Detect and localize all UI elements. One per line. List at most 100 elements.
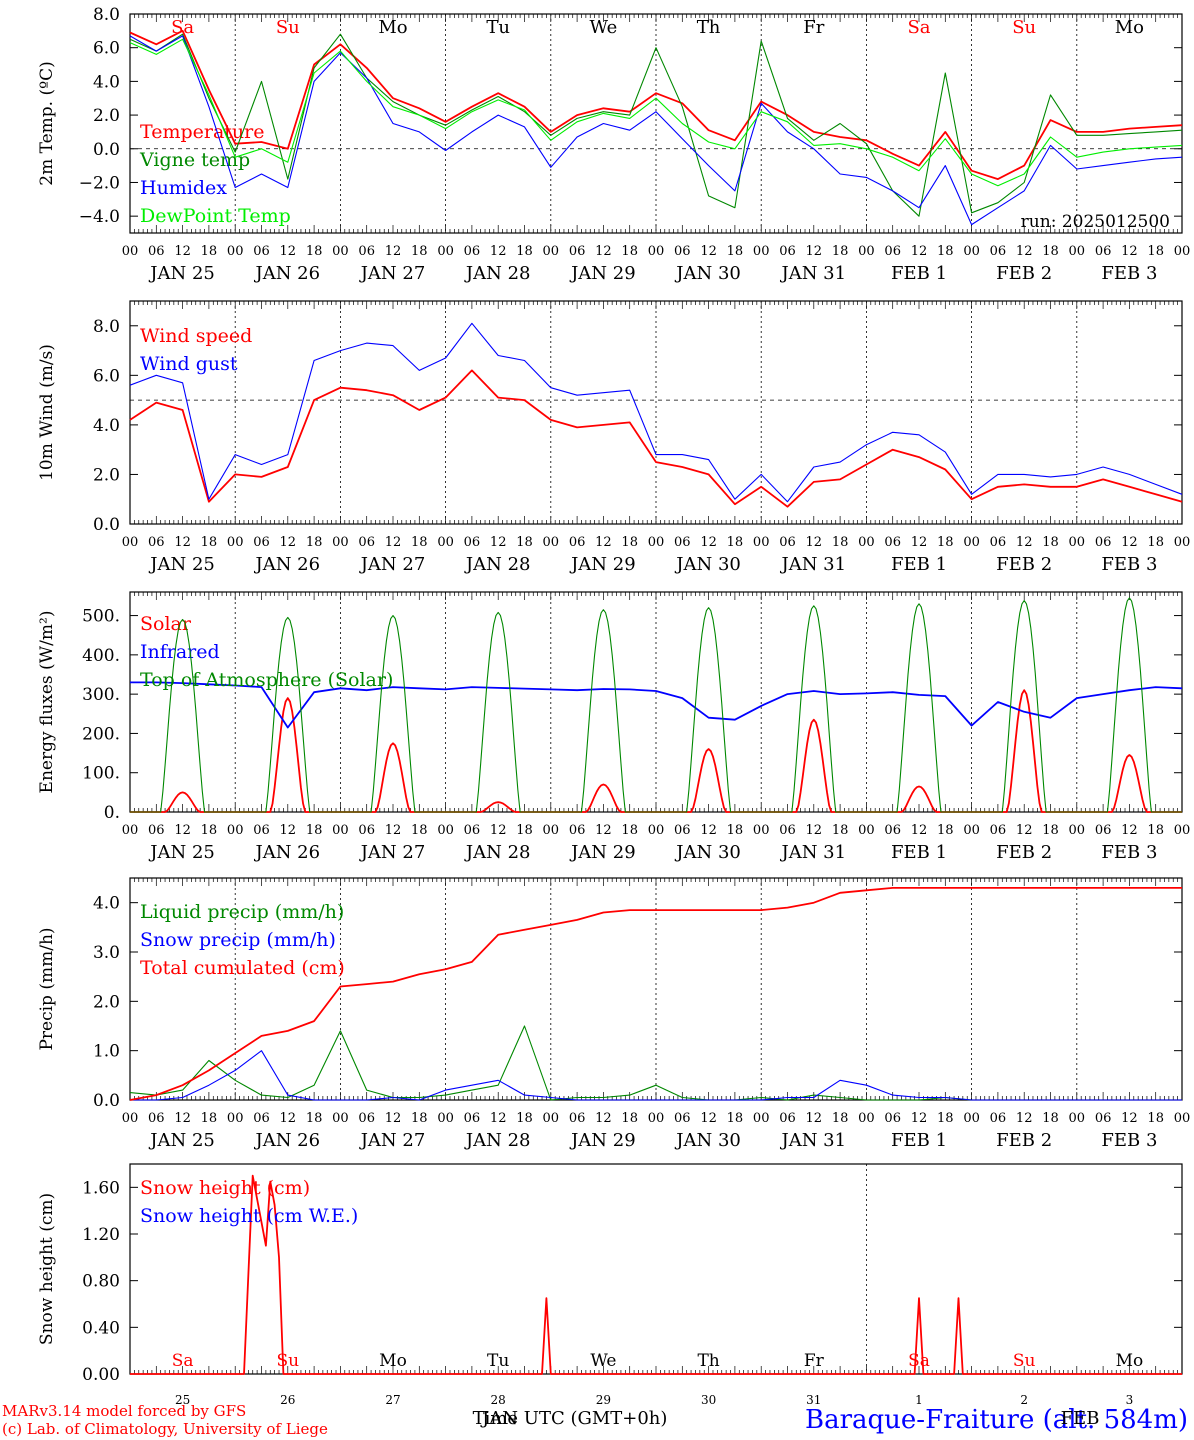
hour-label: 12 <box>280 1111 297 1126</box>
hour-label: 00 <box>858 244 875 259</box>
legend-entry: Snow height (cm W.E.) <box>140 1205 358 1227</box>
hour-label: 12 <box>806 1111 823 1126</box>
hour-label: 12 <box>385 535 402 550</box>
weekday-label: Su <box>276 17 300 38</box>
panels: 8.0 6.0 4.0 2.0 0.0 −2.0 −4.0 2m Temp. (ºC) 00 06… <box>37 5 1190 1407</box>
y-tick-label: 0.0 <box>93 140 120 160</box>
hour-label: 18 <box>1042 244 1059 259</box>
hour-label: 18 <box>411 244 428 259</box>
legend-entry: Infrared <box>140 641 220 663</box>
hour-label: 12 <box>490 244 507 259</box>
weekday-label: Th <box>697 1351 719 1371</box>
hour-label: 06 <box>253 823 270 838</box>
hour-label: 00 <box>437 244 454 259</box>
y-tick-label: 100. <box>82 764 120 784</box>
hour-label: 18 <box>201 823 218 838</box>
hour-label: 00 <box>332 823 349 838</box>
weekday-label: Mo <box>379 1351 407 1371</box>
date-label: FEB 1 <box>891 263 947 284</box>
hour-label: 00 <box>753 244 770 259</box>
hour-label: 06 <box>674 535 691 550</box>
hour-label: 00 <box>227 535 244 550</box>
y-tick-label: 2.0 <box>93 106 120 126</box>
hour-label: 06 <box>464 244 481 259</box>
y-axis-label: Energy fluxes (W/m²) <box>37 611 57 794</box>
date-label: JAN 30 <box>674 263 741 284</box>
panel-4: 4.0 3.0 2.0 1.0 0.0 Precip (mm/h) 00 06 12 18 00 06… <box>37 877 1190 1151</box>
hour-label: 00 <box>122 1111 139 1126</box>
hour-label: 00 <box>332 535 349 550</box>
day-number-label: 30 <box>701 1393 716 1407</box>
hour-label: 06 <box>884 535 901 550</box>
date-label: JAN 30 <box>674 842 741 863</box>
date-label: JAN 26 <box>254 1130 321 1151</box>
weekday-label: We <box>590 17 618 38</box>
day-number-label: 29 <box>596 1393 611 1407</box>
hour-label: 12 <box>595 1111 612 1126</box>
date-label: FEB 1 <box>891 842 947 863</box>
hour-label: 12 <box>1016 244 1033 259</box>
weekday-label: Mo <box>378 17 407 38</box>
y-axis-label: Snow height (cm) <box>37 1193 57 1345</box>
day-number-label: 31 <box>806 1393 821 1407</box>
y-tick-label: 6.0 <box>93 39 120 59</box>
legend-entry: Solar <box>140 613 192 635</box>
hour-label: 12 <box>1121 1111 1138 1126</box>
hour-label: 18 <box>516 823 533 838</box>
hour-label: 00 <box>543 823 560 838</box>
date-label: JAN 28 <box>464 1130 531 1151</box>
date-label: JAN 27 <box>359 263 426 284</box>
series-line-snow-height-cm <box>130 1174 1182 1375</box>
legend-entry: Vigne temp <box>139 149 250 171</box>
hour-label: 18 <box>411 535 428 550</box>
date-label: JAN 30 <box>674 554 741 575</box>
hour-label: 00 <box>437 1111 454 1126</box>
y-tick-label: 0.00 <box>82 1365 120 1385</box>
hour-label: 06 <box>358 823 375 838</box>
hour-label: 00 <box>753 823 770 838</box>
hour-label: 06 <box>569 1111 586 1126</box>
hour-label: 06 <box>358 244 375 259</box>
hour-label: 06 <box>674 1111 691 1126</box>
date-label: JAN 28 <box>464 842 531 863</box>
hour-label: 12 <box>174 823 191 838</box>
hour-label: 06 <box>779 1111 796 1126</box>
hour-label: 18 <box>937 823 954 838</box>
hour-label: 12 <box>700 244 717 259</box>
date-label: JAN 27 <box>359 554 426 575</box>
hour-label: 12 <box>174 1111 191 1126</box>
hour-label: 00 <box>543 1111 560 1126</box>
hour-label: 12 <box>911 244 928 259</box>
date-label: JAN 29 <box>569 554 636 575</box>
y-axis-label: 2m Temp. (ºC) <box>37 61 57 186</box>
weekday-label: Su <box>276 1351 299 1371</box>
legend-entry: Liquid precip (mm/h) <box>140 901 344 923</box>
hour-label: 00 <box>753 535 770 550</box>
hour-label: 12 <box>1016 823 1033 838</box>
hour-label: 12 <box>1121 535 1138 550</box>
weekday-label: Fr <box>804 1351 825 1371</box>
date-label: JAN 31 <box>780 263 847 284</box>
day-number-label: 2 <box>1020 1393 1028 1407</box>
series-line-snow-precip-mm-h <box>130 1050 1182 1101</box>
bottom-month-feb: FEB <box>1061 1408 1100 1429</box>
hour-label: 12 <box>911 535 928 550</box>
y-tick-label: 1.60 <box>82 1178 120 1198</box>
y-tick-label: 1.0 <box>93 1042 120 1062</box>
hour-label: 00 <box>963 1111 980 1126</box>
hour-label: 18 <box>411 823 428 838</box>
date-label: JAN 29 <box>569 842 636 863</box>
hour-label: 12 <box>490 535 507 550</box>
hour-label: 06 <box>884 244 901 259</box>
date-label: FEB 1 <box>891 554 947 575</box>
hour-label: 06 <box>674 823 691 838</box>
hour-label: 12 <box>595 244 612 259</box>
hour-label: 00 <box>227 244 244 259</box>
y-tick-label: 4.0 <box>93 416 120 436</box>
weekday-label: Mo <box>1115 17 1144 38</box>
hour-label: 18 <box>937 1111 954 1126</box>
hour-label: 12 <box>700 823 717 838</box>
hour-label: 00 <box>122 823 139 838</box>
hour-label: 06 <box>148 535 165 550</box>
hour-label: 06 <box>884 1111 901 1126</box>
